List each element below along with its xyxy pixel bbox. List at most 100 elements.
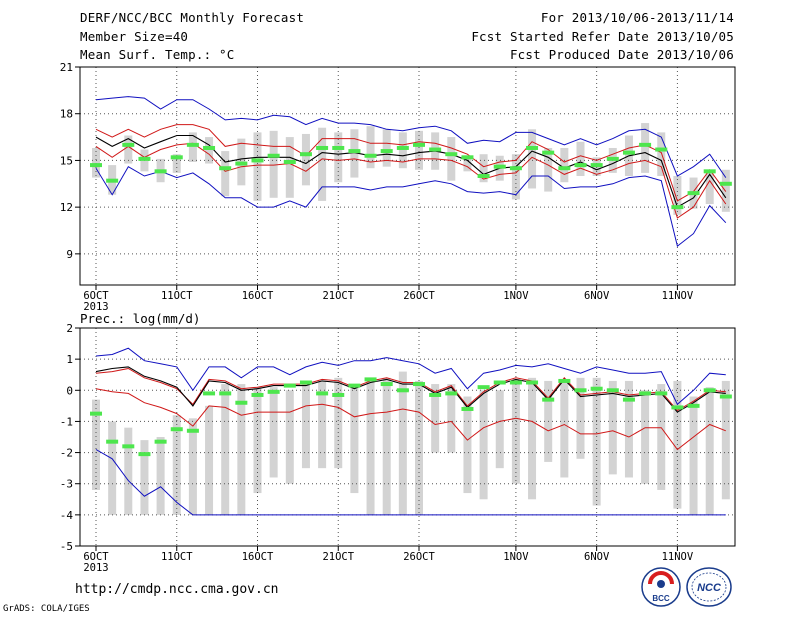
prec-box <box>285 390 294 484</box>
temp-median-mark <box>703 169 716 174</box>
chart-title: DERF/NCC/BCC Monthly Forecast <box>80 10 305 25</box>
prec-box <box>172 415 181 515</box>
prec-x-tick-label: 26OCT <box>403 551 435 563</box>
temp-median-mark <box>445 152 458 157</box>
prec-panel-title: Prec.: log(mm/d) <box>80 311 200 326</box>
prec-lower-line <box>95 388 726 451</box>
temp-y-tick-label: 15 <box>60 154 73 167</box>
prec-y-tick-label: -3 <box>60 478 73 491</box>
temp-box <box>285 137 294 198</box>
prec-median-mark <box>622 397 635 402</box>
bcc-logo-text: BCC <box>652 594 670 603</box>
prec-y-tick-label: -2 <box>60 447 73 460</box>
temp-box <box>334 132 343 183</box>
temp-median-mark <box>380 149 393 154</box>
prec-box <box>237 384 246 515</box>
prec-median-mark <box>203 391 216 396</box>
prec-median-mark <box>542 397 555 402</box>
temp-box <box>511 154 520 200</box>
prec-y-tick-label: -4 <box>60 509 74 522</box>
prec-upper-line <box>95 367 726 412</box>
temp-median-mark <box>461 155 474 160</box>
temp-box <box>188 132 197 162</box>
temp-box <box>576 141 585 176</box>
source-url[interactable]: http://cmdp.ncc.cma.gov.cn <box>75 582 279 597</box>
prec-y-tick-label: 0 <box>66 384 73 397</box>
prec-y-tick-label: 1 <box>66 353 73 366</box>
prec-median-mark <box>170 427 183 432</box>
temp-box <box>705 169 714 205</box>
prec-box <box>205 405 214 515</box>
temp-box <box>560 147 569 183</box>
prec-y-tick-label: -1 <box>60 415 73 428</box>
temp-box <box>528 129 537 189</box>
forecast-period: For 2013/10/06-2013/11/14 <box>540 10 734 25</box>
temp-median-mark <box>558 166 571 171</box>
temp-x-year-label: 2013 <box>83 301 108 313</box>
prec-box <box>156 437 165 515</box>
prec-median-mark <box>396 388 409 393</box>
variable-label: Mean Surf. Temp.: °C <box>80 47 235 62</box>
prec-box <box>479 390 488 500</box>
temp-box <box>124 135 133 164</box>
temp-x-tick-label: 6OCT <box>83 290 109 302</box>
prec-box <box>415 380 423 515</box>
prec-median-mark <box>429 392 442 397</box>
prec-box <box>301 384 310 469</box>
prec-box <box>624 380 633 478</box>
temp-median-mark <box>154 169 167 174</box>
temp-median-mark <box>138 156 151 161</box>
prec-median-mark <box>380 382 393 387</box>
temp-box <box>415 130 423 170</box>
prec-y-tick-label: 2 <box>66 322 73 335</box>
temp-median-mark <box>203 145 216 150</box>
temp-median-mark <box>509 166 522 171</box>
temp-mean-line <box>95 134 727 208</box>
prec-box <box>560 380 569 478</box>
temp-box <box>447 137 456 181</box>
prec-median-mark <box>687 403 700 408</box>
prec-x-tick-label: 6NOV <box>584 551 610 563</box>
temp-box <box>382 129 391 167</box>
temp-box <box>205 137 214 164</box>
temp-y-tick-label: 21 <box>60 61 73 74</box>
prec-x-tick-label: 21OCT <box>322 551 354 563</box>
ncc-logo-text: NCC <box>697 582 722 594</box>
prec-median-mark <box>590 386 603 391</box>
prec-box <box>592 377 601 506</box>
temp-box <box>253 132 262 201</box>
prec-box <box>334 377 343 469</box>
temp-median-mark <box>186 142 199 147</box>
temp-y-tick-label: 18 <box>60 108 73 121</box>
prec-median-mark <box>671 405 684 410</box>
prec-mean-line <box>95 366 726 413</box>
prec-box <box>431 384 440 453</box>
prec-box <box>124 427 133 515</box>
temp-median-mark <box>542 150 555 155</box>
temp-frame <box>79 66 736 286</box>
temp-median-mark <box>299 152 312 157</box>
temp-median-mark <box>590 163 603 168</box>
prec-median-mark <box>477 385 490 390</box>
temp-median-mark <box>526 145 539 150</box>
prec-median-mark <box>316 391 329 396</box>
prec-median-mark <box>364 377 377 382</box>
prec-box <box>318 380 327 469</box>
temp-median-mark <box>493 164 506 169</box>
temp-median-mark <box>429 147 442 152</box>
temp-median-mark <box>477 174 490 178</box>
temp-median-mark <box>122 142 135 147</box>
prec-median-mark <box>703 388 716 393</box>
prec-median-mark <box>235 400 248 405</box>
prec-median-mark <box>413 382 425 387</box>
temp-box <box>544 147 553 192</box>
temp-box <box>269 130 278 198</box>
prec-box <box>463 396 472 494</box>
temp-box <box>479 154 488 183</box>
prec-box <box>608 380 617 475</box>
temp-x-tick-label: 1NOV <box>503 290 529 302</box>
temp-median-mark <box>687 191 700 196</box>
prec-median-mark <box>90 411 102 416</box>
temp-x-tick-label: 11NOV <box>662 290 694 302</box>
temp-box <box>657 132 666 176</box>
